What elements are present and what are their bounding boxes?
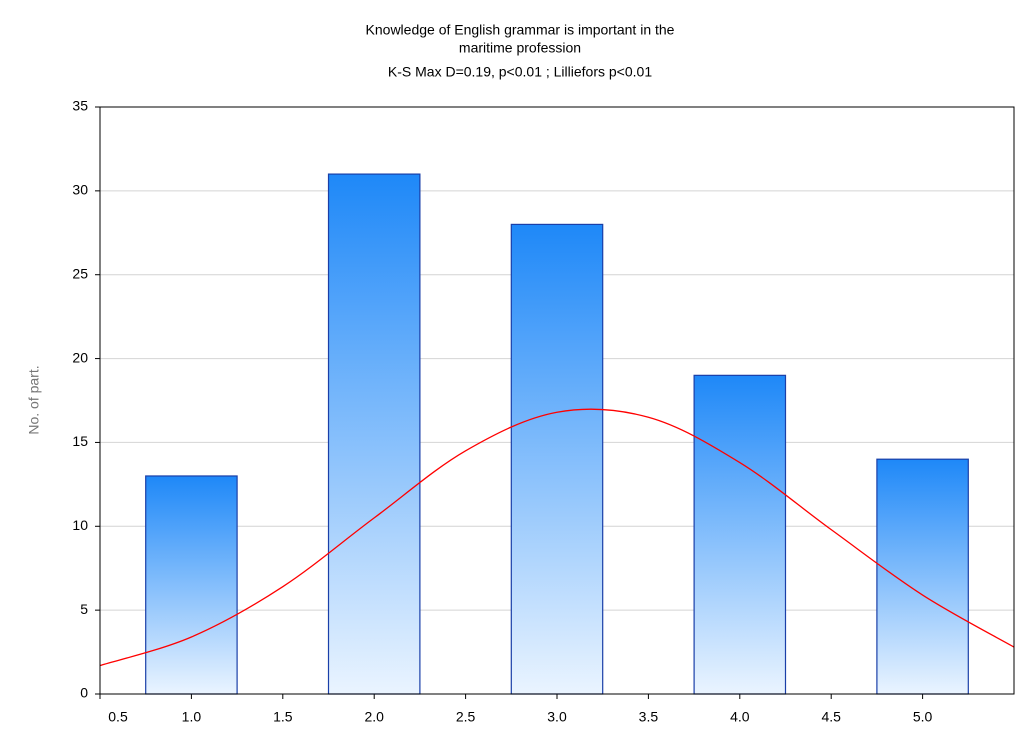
x-tick-label: 2.0 <box>364 709 384 725</box>
chart-title: maritime profession <box>459 40 581 56</box>
y-tick-label: 5 <box>80 601 88 617</box>
y-tick-label: 25 <box>72 265 88 281</box>
x-tick-label: 5.0 <box>913 709 933 725</box>
x-tick-label: 3.5 <box>639 709 659 725</box>
x-tick-label: 1.5 <box>273 709 293 725</box>
y-tick-label: 35 <box>72 98 88 114</box>
x-tick-label: 3.0 <box>547 709 567 725</box>
y-tick-label: 30 <box>72 182 88 198</box>
plot-frame <box>99 106 1015 695</box>
chart-subtitle: K-S Max D=0.19, p<0.01 ; Lilliefors p<0.… <box>388 64 652 80</box>
bar <box>510 223 604 695</box>
x-tick-label: 0.5 <box>108 709 128 725</box>
x-tick-label: 4.0 <box>730 709 750 725</box>
x-tick-label: 1.0 <box>182 709 202 725</box>
y-tick-label: 20 <box>72 349 88 365</box>
y-axis-label: No. of part. <box>26 365 42 434</box>
x-tick-label: 4.5 <box>821 709 841 725</box>
bar <box>327 173 421 695</box>
x-tick-label: 2.5 <box>456 709 476 725</box>
y-tick-label: 10 <box>72 517 88 533</box>
chart-title: Knowledge of English grammar is importan… <box>366 22 675 38</box>
bar <box>876 458 969 695</box>
y-tick-label: 0 <box>80 685 88 701</box>
bar <box>693 374 787 695</box>
bar <box>145 475 238 695</box>
fit-curve <box>99 408 1015 667</box>
y-tick-label: 15 <box>72 433 88 449</box>
